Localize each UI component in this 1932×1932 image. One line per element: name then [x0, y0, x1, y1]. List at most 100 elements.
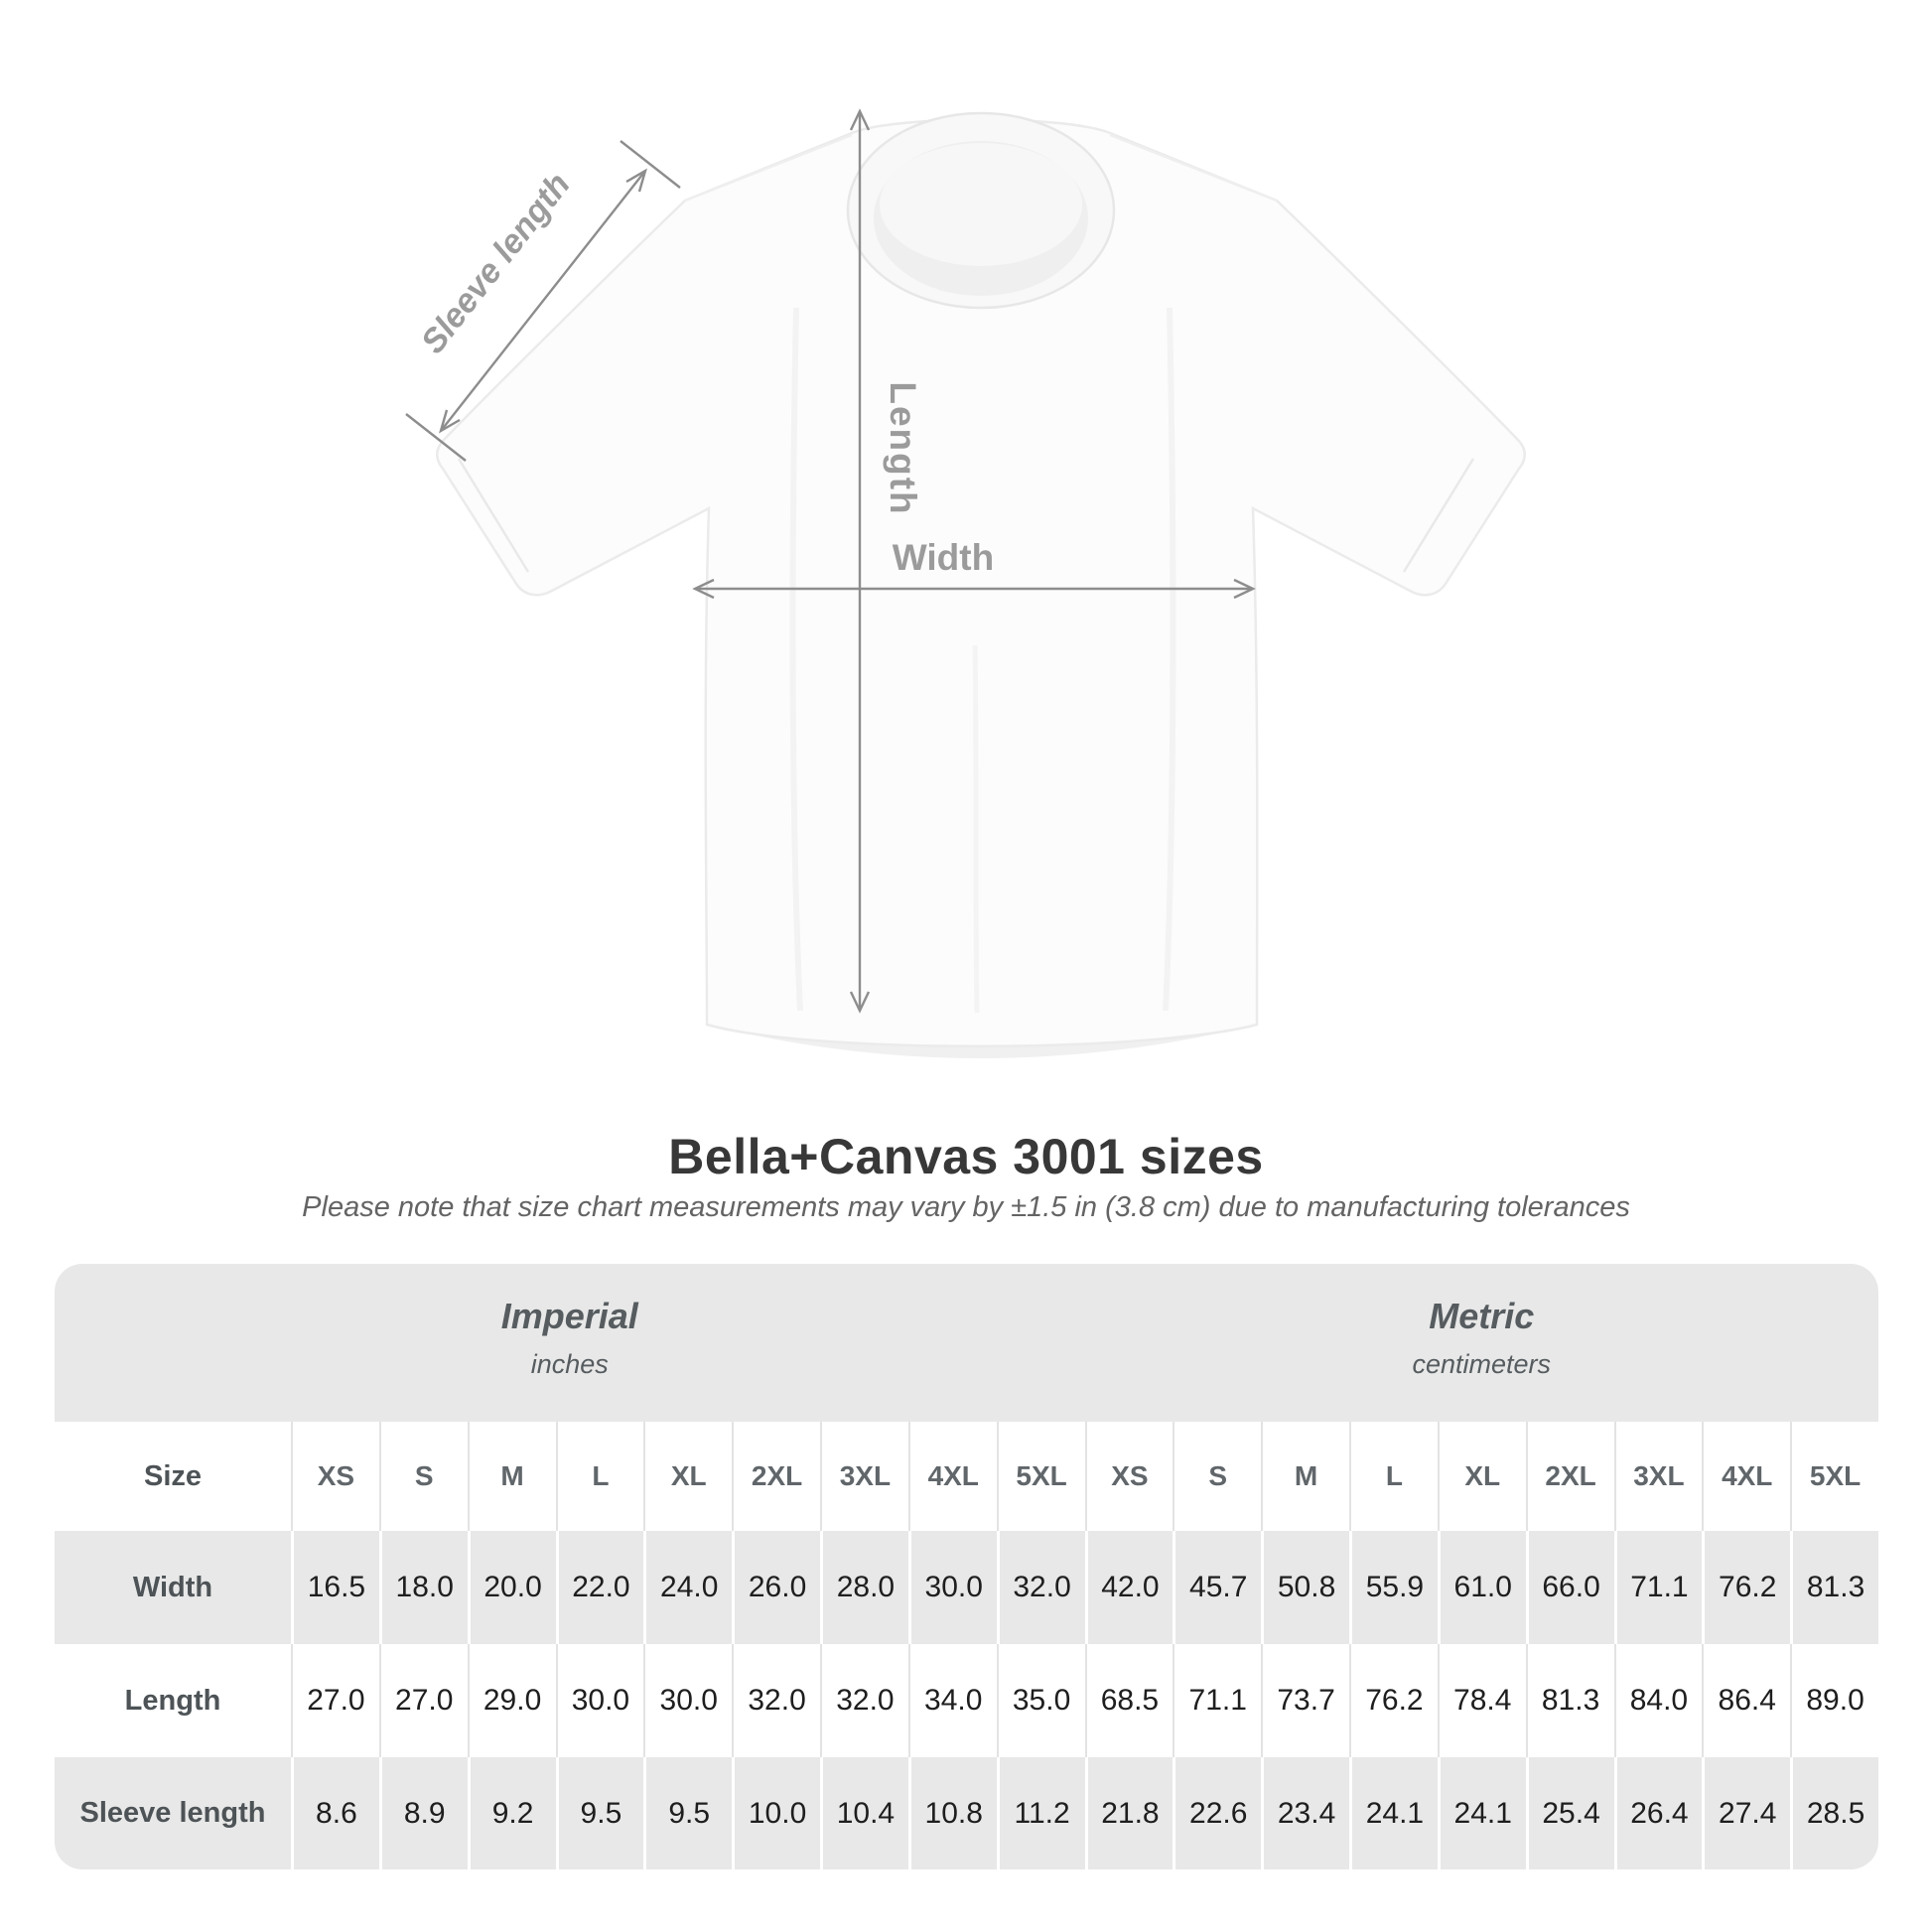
size-column-header: S: [1173, 1422, 1261, 1531]
size-value: 66.0: [1525, 1531, 1614, 1644]
size-value: 42.0: [1084, 1531, 1173, 1644]
size-value: 26.4: [1613, 1757, 1703, 1869]
size-corner-label: Size: [143, 1459, 203, 1492]
size-value: 10.0: [732, 1757, 820, 1869]
size-value: 21.8: [1084, 1757, 1173, 1869]
sleeve-extension-tick: [405, 413, 467, 462]
size-column-header: 4XL: [907, 1422, 997, 1531]
size-value: 28.5: [1790, 1757, 1878, 1869]
table-row-width: Width 16.5 18.0 20.0 22.0 24.0 26.0 28.0 30.0 32.…: [55, 1531, 1878, 1644]
size-value: 10.8: [907, 1757, 997, 1869]
size-value: 26.0: [732, 1531, 820, 1644]
size-header-row: Size XS S M L XL 2XL 3XL 4XL 5XL XS S M L XL 2XL 3XL 4XL…: [55, 1422, 1878, 1531]
size-column-header: 5XL: [1790, 1422, 1878, 1531]
length-label: Length: [883, 381, 923, 515]
size-value: 86.4: [1702, 1644, 1790, 1757]
size-value: 30.0: [907, 1531, 997, 1644]
size-value: 8.9: [378, 1757, 468, 1869]
size-column-header: S: [378, 1422, 468, 1531]
size-value: 9.5: [555, 1757, 644, 1869]
arrowhead: [692, 578, 715, 600]
width-label: Width: [893, 537, 994, 578]
size-value: 76.2: [1349, 1644, 1438, 1757]
table-row-sleeve: Sleeve length 8.6 8.9 9.2 9.5 9.5 10.0 10.4 10.8…: [55, 1757, 1878, 1869]
size-value: 81.3: [1525, 1644, 1614, 1757]
size-value: 32.0: [996, 1531, 1085, 1644]
size-value: 22.6: [1173, 1757, 1261, 1869]
size-value: 24.0: [643, 1531, 732, 1644]
size-value: 81.3: [1790, 1531, 1878, 1644]
size-column-header: XL: [1437, 1422, 1526, 1531]
size-value: 18.0: [378, 1531, 468, 1644]
size-value: 9.5: [643, 1757, 732, 1869]
dimension-lines: [405, 108, 1256, 1014]
size-value: 27.0: [378, 1644, 468, 1757]
size-value: 10.4: [820, 1757, 908, 1869]
size-value: 25.4: [1525, 1757, 1614, 1869]
size-value: 35.0: [996, 1644, 1085, 1757]
fold-line: [789, 307, 803, 1012]
size-column-header: 3XL: [1613, 1422, 1703, 1531]
cuff-seam-left: [457, 458, 530, 573]
size-value: 76.2: [1702, 1531, 1790, 1644]
measurement-row-label: Sleeve length: [79, 1797, 266, 1829]
size-value: 71.1: [1613, 1531, 1703, 1644]
size-value: 84.0: [1613, 1644, 1703, 1757]
size-value: 9.2: [467, 1757, 556, 1869]
page-title: Bella+Canvas 3001 sizes: [668, 1129, 1264, 1184]
size-value: 23.4: [1261, 1757, 1349, 1869]
size-value: 8.6: [291, 1757, 379, 1869]
size-column-header: XS: [291, 1422, 379, 1531]
size-value: 27.0: [291, 1644, 379, 1757]
size-value: 22.0: [555, 1531, 644, 1644]
measurement-row-label: Length: [124, 1684, 221, 1717]
size-value: 20.0: [467, 1531, 556, 1644]
size-value: 29.0: [467, 1644, 556, 1757]
sleeve-extension-tick: [620, 140, 681, 189]
imperial-label: Imperial: [500, 1296, 638, 1336]
shoulder-seam-left: [684, 133, 853, 203]
table-row-length: Length 27.0 27.0 29.0 30.0 30.0 32.0 32.0 34.0 35…: [55, 1644, 1878, 1757]
size-table: Imperial inches Metric centimeters Size …: [55, 1264, 1878, 1869]
size-value: 55.9: [1349, 1531, 1438, 1644]
size-value: 27.4: [1702, 1757, 1790, 1869]
size-value: 71.1: [1173, 1644, 1261, 1757]
metric-unit-label: centimeters: [1412, 1349, 1552, 1379]
arrowhead: [439, 409, 461, 434]
size-value: 78.4: [1437, 1644, 1526, 1757]
size-value: 73.7: [1261, 1644, 1349, 1757]
size-column-header: 4XL: [1702, 1422, 1790, 1531]
size-column-header: XS: [1084, 1422, 1173, 1531]
metric-section-header: Metric centimeters: [1085, 1264, 1879, 1422]
size-column-header: XL: [643, 1422, 732, 1531]
imperial-section-header: Imperial inches: [55, 1264, 1085, 1422]
size-column-header: L: [1349, 1422, 1438, 1531]
arrowhead: [849, 108, 871, 131]
size-column-header: 3XL: [820, 1422, 908, 1531]
arrowhead: [849, 991, 871, 1014]
size-column-header: 5XL: [996, 1422, 1085, 1531]
size-value: 32.0: [732, 1644, 820, 1757]
fold-line: [972, 644, 980, 1014]
size-value: 16.5: [291, 1531, 379, 1644]
size-value: 34.0: [907, 1644, 997, 1757]
arrowhead: [625, 168, 647, 193]
size-column-header: M: [467, 1422, 556, 1531]
measurement-row-label: Width: [132, 1571, 213, 1603]
size-value: 11.2: [996, 1757, 1085, 1869]
size-value: 32.0: [820, 1644, 908, 1757]
page-subtitle: Please note that size chart measurements…: [302, 1191, 1630, 1223]
size-value: 61.0: [1437, 1531, 1526, 1644]
fold-line: [1163, 307, 1176, 1012]
tshirt-silhouette: [436, 118, 1526, 1047]
imperial-unit-label: inches: [530, 1349, 609, 1379]
shoulder-seam-right: [1109, 133, 1278, 203]
collar-inner-back: [880, 143, 1082, 266]
size-value: 89.0: [1790, 1644, 1878, 1757]
cuff-seam-right: [1402, 458, 1475, 573]
size-value: 24.1: [1437, 1757, 1526, 1869]
size-column-header: L: [555, 1422, 644, 1531]
size-value: 30.0: [555, 1644, 644, 1757]
arrowhead: [1233, 578, 1256, 600]
size-column-header: 2XL: [1525, 1422, 1614, 1531]
